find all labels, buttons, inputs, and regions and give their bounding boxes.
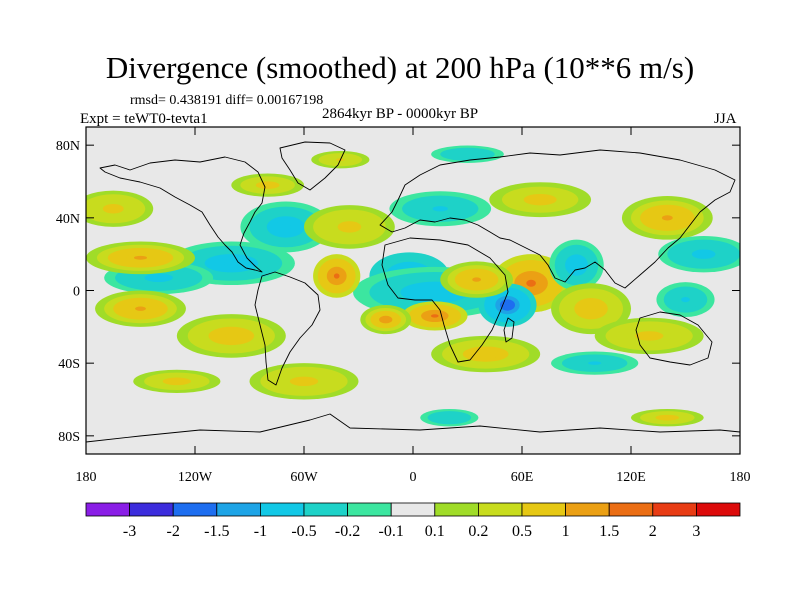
colorbar-swatch-6	[347, 502, 392, 517]
colorbar-swatch-3	[216, 502, 261, 517]
colorbar-label: -0.1	[379, 523, 404, 540]
anomaly-divergence-28	[431, 335, 541, 373]
colorbar-label: 0.5	[512, 523, 532, 540]
season-label: JJA	[714, 111, 737, 127]
colorbar-label: -2	[167, 523, 180, 540]
colorbar-label: -0.2	[335, 523, 360, 540]
coastline-madagascar	[503, 317, 515, 343]
colorbar-label: 1.5	[599, 523, 619, 540]
colorbar-swatch-7	[390, 502, 436, 517]
anomaly-convergence-10	[549, 239, 604, 291]
colorbar-swatch-8	[434, 502, 479, 517]
anomaly-divergence-30	[133, 369, 221, 393]
coastline-antarctica	[86, 413, 740, 443]
colorbar-swatch-4	[259, 502, 305, 517]
anomaly-divergence-11	[551, 283, 631, 335]
colorbar-swatch-14	[696, 502, 741, 517]
coastline-greenland	[279, 141, 346, 191]
coastline-north-america	[99, 156, 266, 273]
anomaly-divergence-8	[360, 305, 412, 335]
anomaly-divergence-15	[95, 290, 186, 327]
y-tick-label: 80N	[56, 139, 80, 154]
rmsd-diff-text: rmsd= 0.438191 diff= 0.00167198	[130, 93, 324, 108]
anomaly-divergence-16	[176, 314, 286, 358]
x-tick-label: 60E	[511, 470, 534, 485]
anomaly-divergence-32	[631, 408, 704, 427]
y-tick-label: 40S	[58, 357, 80, 372]
colorbar-swatch-10	[521, 502, 566, 517]
anomaly-divergence-7	[402, 301, 468, 331]
y-tick-label: 0	[73, 285, 80, 300]
coastline-australia	[635, 311, 713, 366]
x-tick-label: 0	[410, 470, 417, 485]
anomaly-divergence-23	[621, 196, 713, 240]
colorbar-label: 1	[562, 523, 570, 540]
colorbar-swatch-2	[172, 502, 218, 517]
y-tick-label: 40N	[56, 212, 80, 227]
colorbar-swatch-1	[129, 502, 174, 517]
anomaly-divergence-22	[489, 182, 592, 218]
colorbar-label: -1	[254, 523, 267, 540]
chart-title: Divergence (smoothed) at 200 hPa (10**6 …	[105, 50, 695, 85]
period-text: 2864kyr BP - 0000kyr BP	[322, 106, 479, 122]
coastline-europe-asia	[379, 149, 736, 289]
colorbar-label: 2	[649, 523, 657, 540]
colorbar-swatch-9	[477, 502, 523, 517]
colorbar-label: -0.5	[291, 523, 316, 540]
anomaly-divergence-21	[231, 173, 304, 197]
colorbar-swatch-11	[565, 502, 610, 517]
x-tick-label: 180	[76, 470, 97, 485]
x-tick-label: 60W	[290, 470, 318, 485]
anomaly-convergence-18	[240, 201, 332, 253]
colorbar-label: -1.5	[204, 523, 229, 540]
colorbar-swatch-5	[303, 502, 348, 517]
anomaly-divergence-6	[313, 254, 361, 298]
x-tick-label: 120W	[178, 470, 213, 485]
colorbar-label: 0.1	[425, 523, 445, 540]
anomaly-divergence-26	[594, 317, 704, 355]
anomaly-divergence-14	[86, 241, 195, 275]
colorbar-label: -3	[123, 523, 136, 540]
anomaly-divergence-29	[249, 363, 359, 400]
y-tick-label: 80S	[58, 430, 80, 445]
colorbar-swatch-0	[85, 502, 130, 517]
anomaly-divergence-19	[304, 205, 395, 249]
coastline-africa	[381, 237, 509, 363]
anomaly-convergence-31	[420, 408, 479, 427]
colorbar-swatch-13	[652, 502, 697, 517]
coastline-south-america	[254, 271, 321, 386]
anomaly-divergence-17	[86, 190, 154, 227]
colorbar-label: 0.2	[468, 523, 488, 540]
anomaly-convergence-27	[551, 351, 639, 375]
anomaly-divergence-9	[440, 261, 513, 298]
colorbar-label: 3	[692, 523, 700, 540]
x-tick-label: 180	[730, 470, 751, 485]
anomaly-convergence-24	[658, 236, 740, 273]
x-tick-label: 120E	[616, 470, 646, 485]
anomaly-convergence-20	[389, 191, 492, 227]
colorbar-swatch-12	[608, 502, 654, 517]
anomaly-convergence-25	[656, 282, 715, 318]
experiment-label: Expt = teWT0-tevta1	[80, 111, 208, 127]
